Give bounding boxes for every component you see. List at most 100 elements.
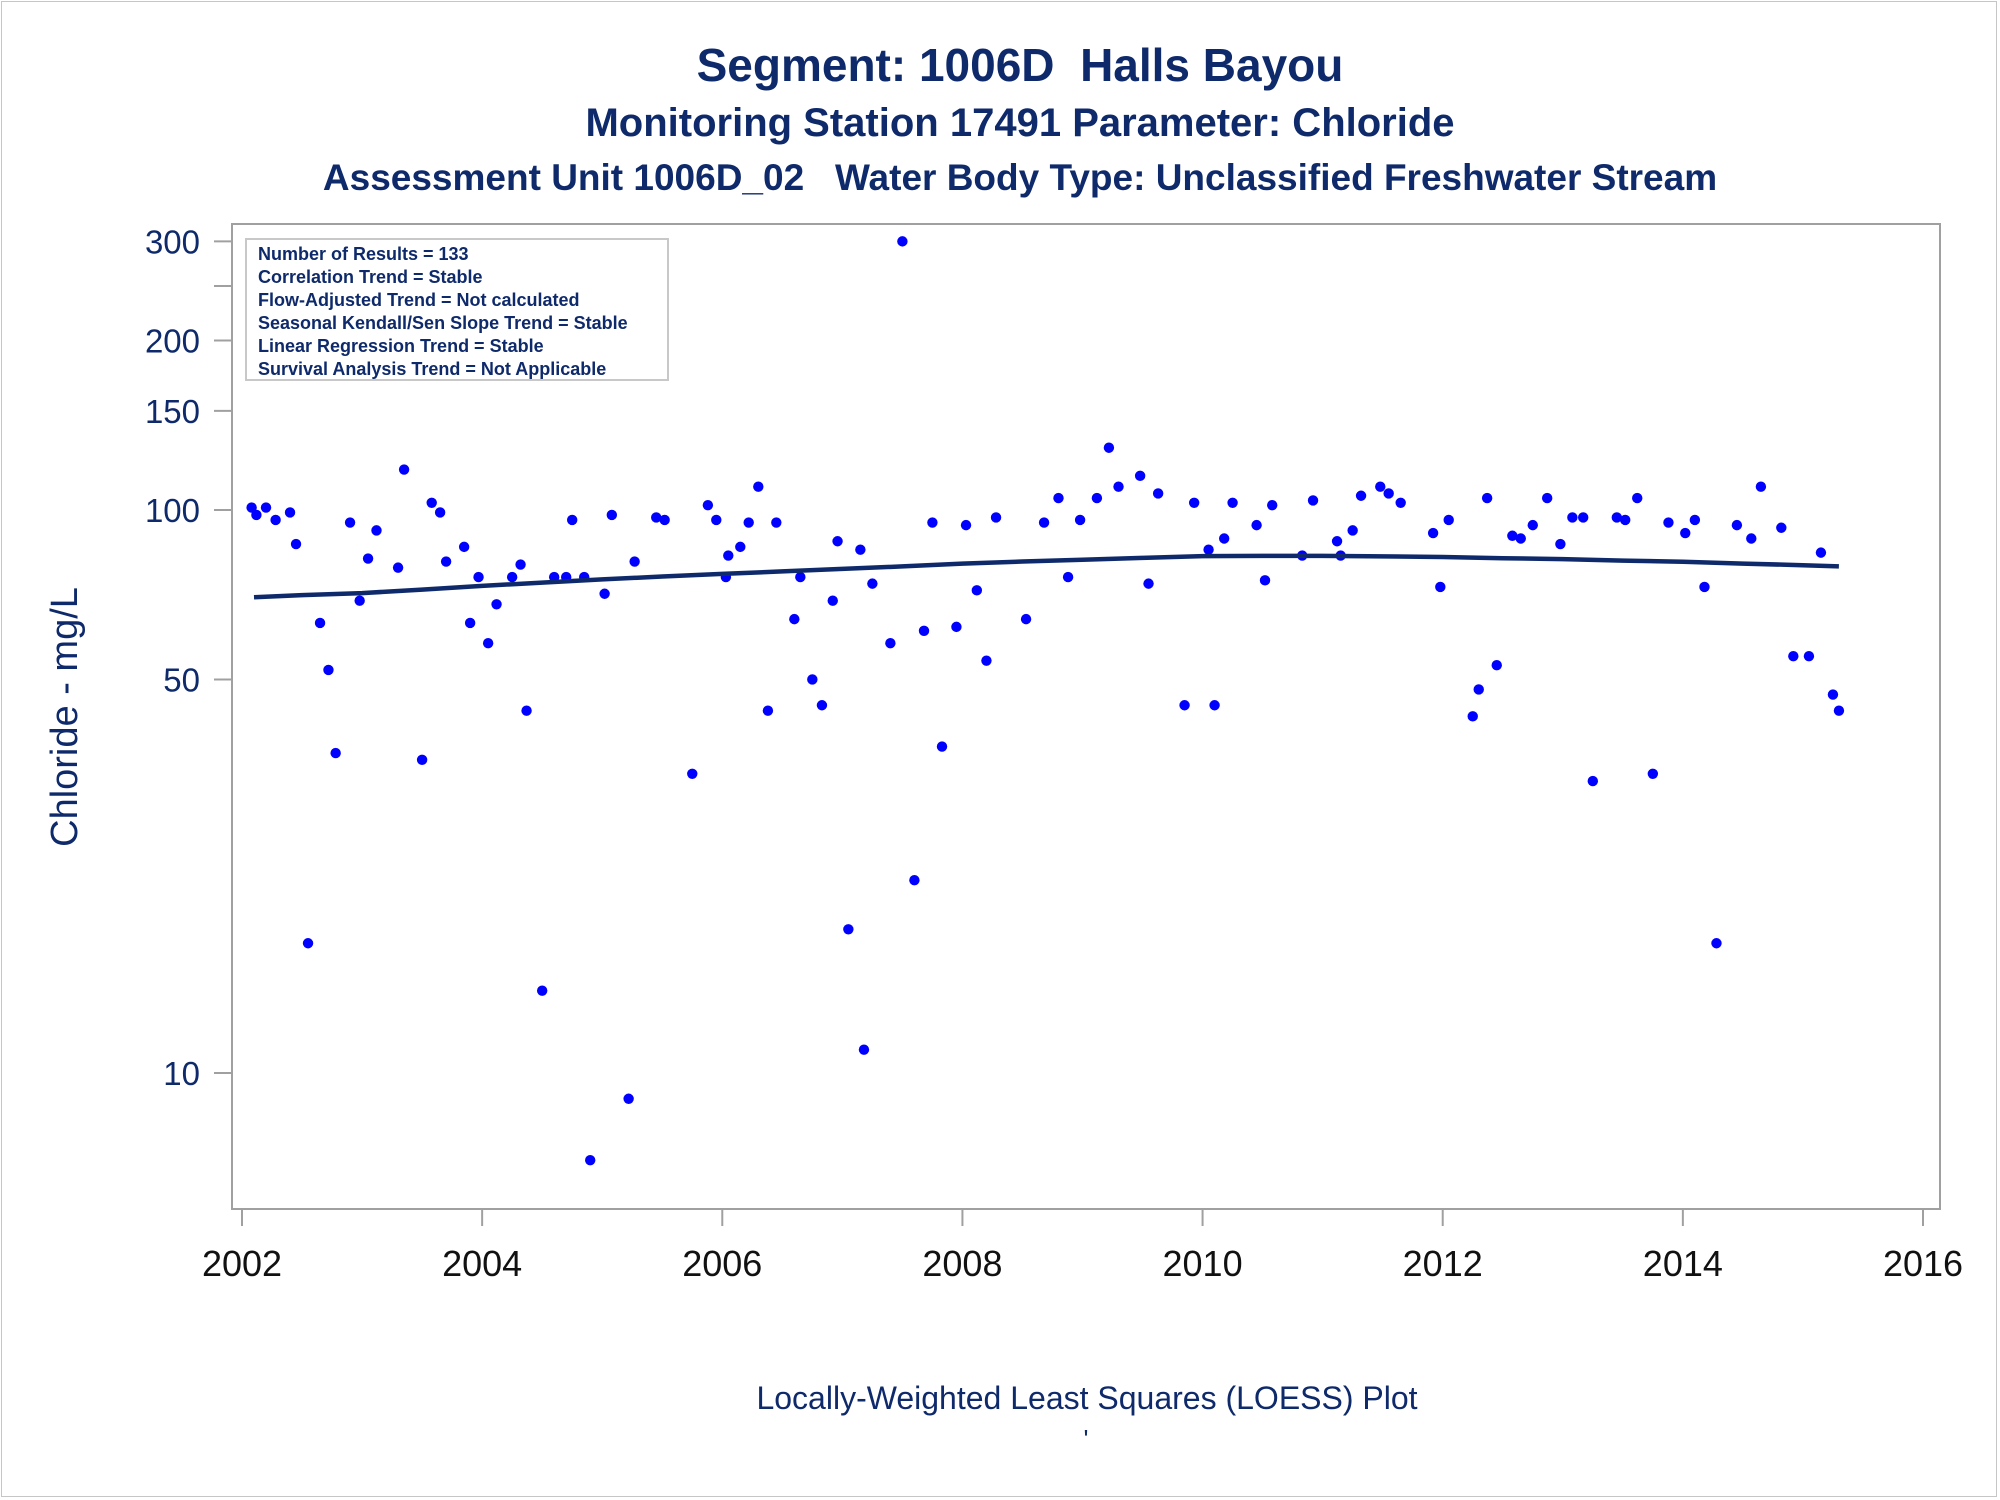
data-point: [1541, 492, 1553, 504]
x-tick-label: 2014: [1643, 1243, 1723, 1284]
data-point: [1577, 512, 1589, 523]
data-point: [1555, 538, 1566, 550]
data-point: [344, 517, 356, 528]
data-point: [1179, 700, 1190, 711]
data-point: [951, 621, 962, 633]
data-point: [855, 544, 866, 555]
data-point: [1209, 700, 1220, 711]
y-axis: 10 50 100 150 200 300: [145, 223, 233, 1209]
data-point: [1347, 525, 1358, 536]
data-point: [1307, 495, 1319, 506]
data-point: [816, 700, 828, 711]
data-point: [1103, 442, 1115, 453]
x-tick-label: 2004: [442, 1243, 522, 1284]
data-point: [362, 553, 374, 564]
data-point: [1803, 650, 1815, 662]
stats-box: Number of Results = 133 Correlation Trend…: [245, 238, 669, 381]
chart-subtitle-2: Assessment Unit 1006D_02 Water Body Type…: [322, 157, 1718, 198]
data-point: [936, 741, 948, 752]
data-point: [1611, 512, 1623, 523]
data-point: [1188, 497, 1200, 508]
data-point: [284, 507, 296, 518]
data-point: [1527, 519, 1538, 531]
data-point: [464, 617, 476, 629]
data-point: [1062, 571, 1074, 583]
x-tick-label: 2002: [202, 1243, 282, 1284]
stats-box-line: Correlation Trend = Stable: [258, 267, 483, 287]
stats-box-line: Survival Analysis Trend = Not Applicable: [258, 359, 606, 379]
data-point: [290, 538, 302, 550]
data-point: [960, 519, 972, 531]
data-point: [909, 875, 920, 886]
data-point: [1632, 492, 1643, 504]
data-point: [1435, 581, 1446, 593]
data-point: [1567, 512, 1578, 523]
data-point: [1473, 684, 1484, 695]
data-point: [1203, 544, 1214, 555]
data-point: [1355, 490, 1367, 501]
data-point: [771, 517, 782, 528]
data-point: [843, 924, 854, 935]
data-point: [1827, 689, 1839, 700]
data-point: [629, 556, 640, 567]
footnote-mark: ': [1083, 1424, 1089, 1454]
data-point: [807, 674, 818, 685]
x-tick-label: 2016: [1883, 1243, 1963, 1284]
data-point: [1267, 499, 1278, 511]
data-point: [832, 536, 843, 547]
footnote-caption: Locally-Weighted Least Squares (LOESS) P…: [756, 1380, 1418, 1416]
data-point: [1331, 536, 1343, 547]
data-point: [1152, 488, 1164, 499]
data-point: [1467, 711, 1478, 722]
data-point: [1443, 514, 1454, 526]
data-point: [1689, 514, 1701, 526]
x-tick-label: 2008: [922, 1243, 1002, 1284]
data-point: [1113, 481, 1124, 492]
data-point: [1620, 514, 1631, 526]
data-point: [659, 514, 670, 526]
y-tick-label: 200: [145, 323, 200, 360]
data-point: [858, 1044, 870, 1055]
data-point: [1647, 768, 1659, 779]
chart-title: Segment: 1006D Halls Bayou: [696, 39, 1344, 91]
data-point: [897, 236, 908, 247]
x-tick-label: 2006: [682, 1243, 762, 1284]
data-point: [735, 541, 746, 553]
data-point: [392, 562, 404, 573]
data-point: [585, 1155, 596, 1166]
data-point: [1788, 650, 1799, 662]
data-point: [251, 509, 262, 521]
data-point: [651, 512, 662, 523]
data-point: [702, 499, 714, 511]
data-point: [314, 617, 326, 629]
data-point: [1711, 938, 1722, 949]
data-point: [1833, 705, 1845, 716]
x-axis: 2002 2004 2006 2008 2010 2012 2014 2016: [202, 1209, 1963, 1284]
data-point: [398, 464, 410, 475]
stats-box-line: Seasonal Kendall/Sen Slope Trend = Stabl…: [258, 313, 628, 333]
data-point: [371, 525, 382, 536]
data-point: [723, 550, 734, 561]
data-point: [521, 705, 532, 716]
y-tick-label: 50: [163, 661, 200, 698]
data-point: [302, 938, 314, 949]
data-point: [536, 985, 548, 996]
data-point: [1699, 581, 1710, 593]
data-point: [323, 664, 334, 676]
data-point: [789, 613, 800, 625]
data-point: [711, 514, 722, 526]
y-axis-label: Chloride - mg/L: [44, 587, 86, 847]
data-point: [440, 556, 452, 567]
data-point: [1074, 514, 1086, 526]
loess-line: [253, 553, 1839, 600]
x-tick-label: 2010: [1163, 1243, 1243, 1284]
data-point: [867, 578, 878, 589]
data-point: [1218, 533, 1230, 544]
data-point: [246, 502, 257, 513]
data-point: [743, 517, 754, 528]
data-point: [1587, 775, 1599, 787]
y-tick-label: 150: [145, 393, 200, 430]
x-tick-label: 2012: [1403, 1243, 1483, 1284]
data-point: [1731, 519, 1743, 531]
